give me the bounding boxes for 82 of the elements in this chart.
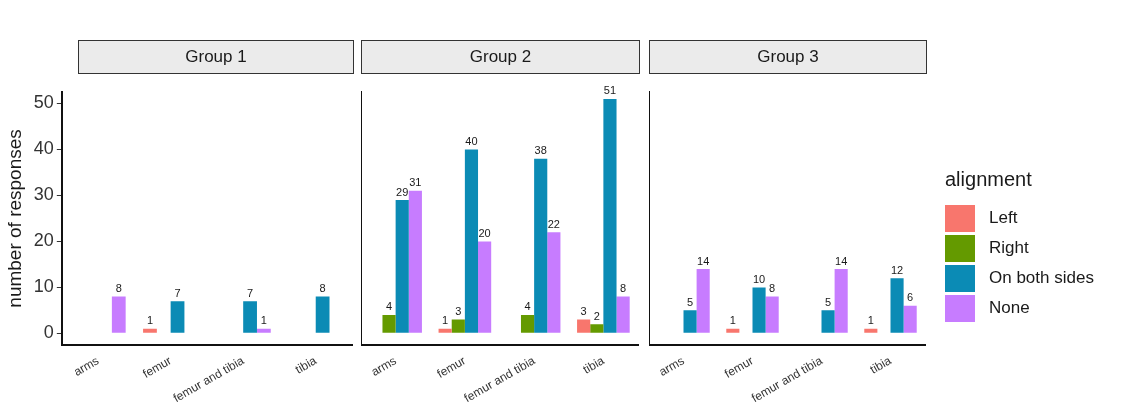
bar xyxy=(478,241,492,333)
data-label: 14 xyxy=(835,254,848,267)
bar xyxy=(243,301,257,333)
bar xyxy=(520,314,535,333)
data-label: 5 xyxy=(686,295,694,308)
legend-label: Left xyxy=(989,208,1018,228)
bar xyxy=(696,268,710,333)
bar xyxy=(315,296,330,333)
data-label: 20 xyxy=(478,226,491,239)
bar xyxy=(464,149,479,333)
data-label: 1 xyxy=(442,314,449,327)
bar xyxy=(834,268,848,333)
data-label: 3 xyxy=(455,305,462,318)
y-tick-label: 30 xyxy=(33,184,54,205)
x-tick-label: tibia xyxy=(292,353,320,377)
x-tick-label: arms xyxy=(368,353,399,379)
bar xyxy=(577,319,591,333)
bar xyxy=(256,328,271,333)
bar xyxy=(683,310,697,333)
bar xyxy=(111,296,126,333)
data-label: 14 xyxy=(697,254,710,267)
bar xyxy=(395,200,409,333)
data-label: 51 xyxy=(603,84,617,97)
x-tick-label: tibia xyxy=(580,353,607,377)
bar xyxy=(603,98,617,333)
data-label: 1 xyxy=(146,314,154,327)
bar xyxy=(547,232,561,333)
x-tick-label: arms xyxy=(656,353,687,379)
y-tick-label: 10 xyxy=(33,276,54,297)
bar xyxy=(451,319,465,333)
bar xyxy=(408,190,422,333)
y-tick-label: 40 xyxy=(33,138,54,159)
data-label: 4 xyxy=(524,300,531,313)
data-label: 12 xyxy=(890,263,904,276)
bar xyxy=(726,328,740,333)
bar xyxy=(143,328,157,333)
bar xyxy=(903,305,917,333)
data-label: 6 xyxy=(907,291,914,304)
data-label: 7 xyxy=(174,286,181,299)
bar xyxy=(821,310,835,333)
data-label: 8 xyxy=(115,282,122,295)
bar xyxy=(590,324,604,333)
bar xyxy=(765,296,779,333)
data-label: 5 xyxy=(824,295,832,308)
data-label: 38 xyxy=(534,144,547,157)
legend-label: On both sides xyxy=(989,268,1094,288)
x-tick-label: tibia xyxy=(867,353,894,377)
data-label: 31 xyxy=(409,176,422,189)
data-label: 8 xyxy=(319,282,326,295)
data-label: 7 xyxy=(247,286,254,299)
legend-label: None xyxy=(989,298,1030,318)
chart-title: Group 2 xyxy=(361,40,640,74)
bar xyxy=(864,328,878,333)
legend-title: alignment xyxy=(945,168,1033,191)
data-label: 3 xyxy=(580,305,587,318)
y-axis-title: number of responses xyxy=(3,129,25,308)
data-label: 10 xyxy=(752,272,766,285)
bar xyxy=(890,278,904,333)
y-tick-label: 20 xyxy=(33,230,54,251)
y-tick-label: 0 xyxy=(43,322,54,343)
x-tick-label: femur and tibia xyxy=(170,353,247,406)
bar xyxy=(170,301,185,333)
bar xyxy=(752,287,766,333)
data-label: 8 xyxy=(769,282,776,295)
bar xyxy=(438,328,452,333)
data-label: 40 xyxy=(465,135,478,147)
data-label: 8 xyxy=(620,282,627,295)
chart-title: Group 3 xyxy=(649,40,927,74)
data-label: 1 xyxy=(867,314,874,327)
bar xyxy=(534,158,548,333)
data-label: 2 xyxy=(593,309,600,322)
data-label: 29 xyxy=(396,185,409,198)
data-label: 22 xyxy=(547,217,560,230)
x-tick-label: arms xyxy=(71,353,102,379)
chart-title: Group 1 xyxy=(78,40,354,74)
y-tick-label: 50 xyxy=(33,92,54,113)
legend-label: Right xyxy=(989,238,1029,258)
bar xyxy=(616,296,630,333)
bar xyxy=(382,314,396,333)
data-label: 4 xyxy=(385,300,393,313)
data-label: 1 xyxy=(729,314,736,327)
data-label: 1 xyxy=(260,314,267,327)
